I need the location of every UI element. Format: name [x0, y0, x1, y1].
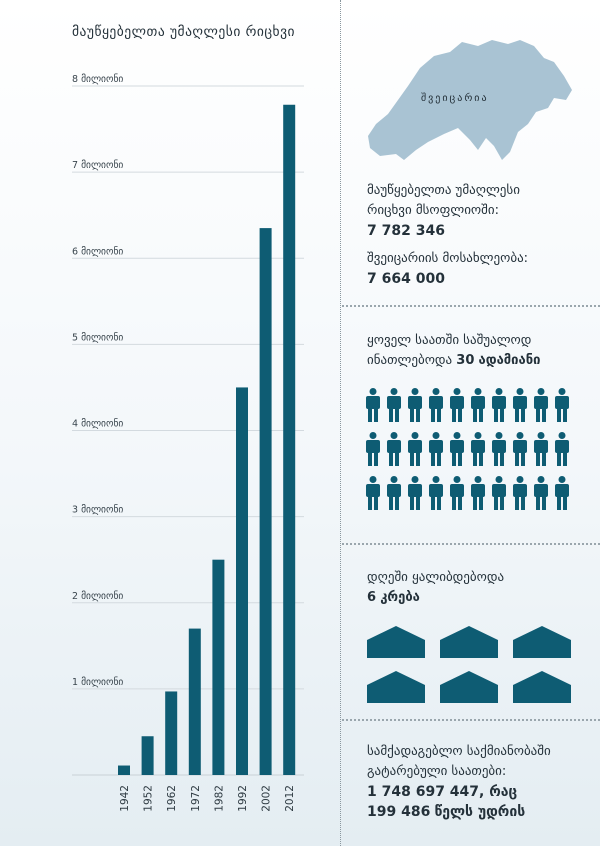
x-tick-label: 1992	[237, 785, 249, 812]
person-icon	[492, 432, 506, 466]
x-tick-label: 2012	[284, 785, 296, 812]
hall-icon	[367, 671, 425, 703]
hourly-count: 30	[456, 353, 475, 368]
bar-chart: 1 მილიონი 2 მილიონი 3 მილიონი 4 მილიონი 5 მი…	[72, 74, 304, 812]
population-value: 7 664 000	[367, 271, 445, 287]
max-line1: მაუწყებელთა უმაღლესი	[367, 183, 520, 198]
service-years-suffix: წელს უდრის	[434, 804, 526, 820]
service-hours: 1 748 697 447, რაც	[367, 784, 518, 800]
y-tick-label: 2 მილიონი	[72, 591, 123, 602]
person-icon	[366, 476, 380, 510]
x-tick-label: 1962	[166, 785, 178, 812]
person-icon	[492, 476, 506, 510]
bar	[165, 691, 178, 775]
person-icon	[450, 388, 464, 422]
bar	[188, 628, 201, 775]
hall-icon	[513, 626, 571, 658]
switzerland-map	[368, 40, 572, 160]
population-label: შვეიცარიის მოსახლეობა:	[367, 251, 529, 266]
person-icon	[471, 388, 485, 422]
population-stat: შვეიცარიის მოსახლეობა: 7 664 000	[367, 249, 528, 289]
x-tick-label: 1982	[213, 785, 225, 812]
y-tick-label: 5 მილიონი	[72, 332, 123, 343]
y-tick-label: 7 მილიონი	[72, 160, 123, 171]
switzerland-shape	[368, 40, 572, 160]
person-icon	[387, 476, 401, 510]
service-stat: სამქადაგებლო საქმიანობაში გატარებული საა…	[367, 742, 551, 823]
y-tick-label: 1 მილიონი	[72, 677, 123, 688]
hourly-stat: ყოველ საათში საშუალოდ ინათლებოდა 30 ადამ…	[367, 331, 540, 371]
person-icon	[492, 388, 506, 422]
person-icon	[471, 476, 485, 510]
divider-2	[342, 543, 600, 545]
person-icon	[387, 432, 401, 466]
chart-title: მაუწყებელთა უმაღლესი რიცხვი	[72, 24, 296, 40]
bar	[141, 736, 154, 775]
daily-line1: დღეში ყალიბდებოდა	[367, 570, 505, 585]
person-icon	[387, 388, 401, 422]
person-icon	[555, 388, 569, 422]
hourly-unit: ადამიანი	[478, 353, 541, 368]
hall-icon	[513, 671, 571, 703]
bar	[283, 104, 296, 775]
bar	[236, 387, 248, 775]
person-icon	[450, 432, 464, 466]
daily-unit: კრება	[380, 590, 420, 605]
service-line1: სამქადაგებლო საქმიანობაში	[367, 744, 551, 759]
hourly-line1: ყოველ საათში საშუალოდ	[367, 333, 532, 348]
y-tick-label: 8 მილიონი	[72, 74, 123, 85]
bar	[259, 228, 272, 775]
person-icon	[534, 388, 548, 422]
service-line2: გატარებული საათები:	[367, 764, 507, 779]
person-icon	[429, 388, 443, 422]
person-icon	[366, 388, 380, 422]
person-icon	[429, 432, 443, 466]
person-icon	[534, 476, 548, 510]
person-icon	[513, 432, 527, 466]
person-icon	[513, 388, 527, 422]
divider-1	[342, 305, 600, 307]
hall-icon	[440, 626, 498, 658]
person-icon	[366, 432, 380, 466]
bar	[212, 559, 225, 775]
x-tick-label: 1952	[143, 785, 155, 812]
y-tick-label: 6 მილიონი	[72, 246, 123, 257]
people-icons	[366, 388, 569, 510]
person-icon	[555, 432, 569, 466]
divider-3	[342, 719, 600, 721]
person-icon	[408, 432, 422, 466]
map-label: შვეიცარია	[421, 93, 489, 104]
y-tick-label: 3 მილიონი	[72, 505, 123, 516]
max-line2: რიცხვი მსოფლიოში:	[367, 203, 499, 218]
person-icon	[513, 476, 527, 510]
daily-stat: დღეში ყალიბდებოდა 6 კრება	[367, 568, 504, 608]
x-tick-label: 2002	[261, 785, 273, 812]
hourly-line2: ინათლებოდა	[367, 353, 457, 368]
service-years: 199 486	[367, 804, 431, 820]
x-tick-label: 1972	[190, 785, 202, 812]
hall-icons	[367, 626, 571, 703]
x-tick-label: 1942	[119, 785, 131, 812]
max-value: 7 782 346	[367, 223, 445, 239]
bar	[118, 765, 130, 775]
person-icon	[408, 388, 422, 422]
person-icon	[555, 476, 569, 510]
vertical-divider	[340, 0, 341, 846]
person-icon	[471, 432, 485, 466]
person-icon	[408, 476, 422, 510]
person-icon	[429, 476, 443, 510]
max-stat: მაუწყებელთა უმაღლესი რიცხვი მსოფლიოში: 7…	[367, 181, 520, 241]
y-tick-label: 4 მილიონი	[72, 419, 123, 430]
hall-icon	[440, 671, 498, 703]
person-icon	[534, 432, 548, 466]
hall-icon	[367, 626, 425, 658]
person-icon	[450, 476, 464, 510]
daily-count: 6	[367, 590, 377, 605]
